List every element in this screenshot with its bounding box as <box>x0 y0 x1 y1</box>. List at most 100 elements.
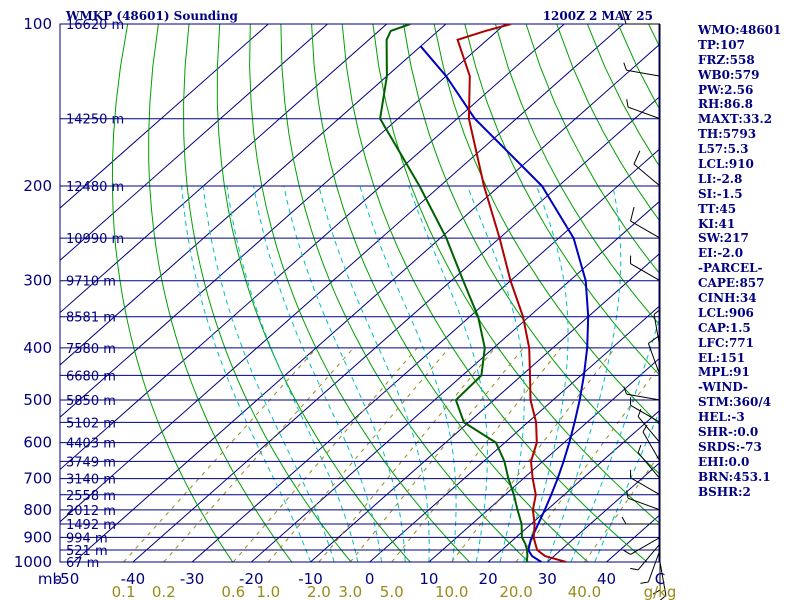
temperature-tick-label: -40 <box>121 570 146 588</box>
temperature-tick-label: 40 <box>597 570 616 588</box>
wind-barb-feather <box>653 308 661 315</box>
height-label: 7580 m <box>66 342 116 357</box>
index-item: CAPE:857 <box>698 276 765 291</box>
mixing-ratio-tick-label: 2.0 <box>307 583 331 600</box>
dry-adiabat-line <box>111 24 234 562</box>
height-label: 6680 m <box>66 369 116 384</box>
wind-barb <box>630 397 661 423</box>
index-item: TP:107 <box>698 37 746 52</box>
pressure-unit-label: mb <box>38 570 62 588</box>
mixing-ratio-tick-label: 1.0 <box>256 583 280 600</box>
index-item: WB0:579 <box>698 67 760 82</box>
wind-barb-staff <box>630 536 661 555</box>
isotherm-line <box>60 24 328 261</box>
wind-barb-feather <box>637 408 642 417</box>
wind-barb-staff <box>642 431 661 462</box>
isotherm-line <box>60 24 624 523</box>
mixing-ratio-line <box>349 347 524 562</box>
mixing-ratio-tick-label: 40.0 <box>568 583 601 600</box>
pressure-label: 1000 <box>14 553 52 571</box>
index-item: LCL:906 <box>698 305 754 320</box>
mixing-ratio-tick-label: 0.2 <box>152 583 176 600</box>
wind-barb-feather <box>623 62 627 71</box>
wind-barb <box>630 469 661 496</box>
dry-adiabat-line <box>148 24 293 562</box>
isotherm-line <box>310 253 659 562</box>
wind-barb <box>630 255 661 282</box>
wind-barb-feather <box>640 581 649 584</box>
mixing-ratio-line <box>515 365 659 562</box>
wind-barb <box>630 206 661 239</box>
height-label: 10990 m <box>66 232 124 247</box>
temperature-tick-label: -50 <box>55 570 80 588</box>
temperature-tick-label: 0 <box>365 570 375 588</box>
wind-barb-staff <box>630 263 661 282</box>
moist-adiabat-line <box>570 318 659 562</box>
index-item: STM:360/4 <box>698 395 772 410</box>
height-label: 5850 m <box>66 394 116 409</box>
mixing-ratio-lines <box>123 347 659 562</box>
height-label: 8581 m <box>66 311 116 326</box>
wind-barb-staff <box>627 106 661 120</box>
isotherm-line <box>132 96 659 562</box>
wind-barb <box>640 549 661 584</box>
wind-barb <box>623 62 661 77</box>
index-item: SI:-1.5 <box>698 186 743 201</box>
mixing-ratio-tick-label: 5.0 <box>380 583 404 600</box>
mixing-ratio-tick-label: 0.6 <box>221 583 245 600</box>
height-label: 994 m <box>66 531 108 546</box>
wind-barb <box>621 9 660 25</box>
wind-barb <box>653 308 661 348</box>
mixing-ratio-line <box>318 347 496 562</box>
wind-barb-staff <box>659 561 667 596</box>
mixing-ratio-line <box>123 347 318 562</box>
height-label: 2558 m <box>66 489 116 504</box>
index-item: TT:45 <box>698 201 737 216</box>
pressure-label: 100 <box>23 15 52 33</box>
height-label: 5102 m <box>66 416 116 431</box>
wind-barb-feather <box>637 444 642 453</box>
isotherm-lines <box>60 24 659 562</box>
wind-barb <box>621 516 660 525</box>
index-item: EHI:0.0 <box>698 454 750 469</box>
wind-barb <box>633 150 661 187</box>
mixing-ratio-tick-label: 10.0 <box>435 583 468 600</box>
wind-barb-feather <box>621 9 627 25</box>
index-item: WMO:48601 <box>698 23 782 37</box>
index-item: SRDS:-73 <box>698 439 762 454</box>
index-item: CINH:34 <box>698 291 757 306</box>
index-item: HEL:-3 <box>698 410 745 425</box>
wind-barb-feather <box>633 150 641 165</box>
wind-barb-staff <box>626 69 661 77</box>
dry-adiabat-line <box>341 24 648 562</box>
isotherm-line <box>191 148 659 562</box>
sounding-time: 1200Z 2 MAY 25 <box>543 9 653 23</box>
isotherm-line <box>250 201 659 562</box>
wind-barb-staff <box>633 163 661 187</box>
index-item: SHR-:0.0 <box>698 425 759 440</box>
height-label: 4403 m <box>66 437 116 452</box>
temperature-tick-label: -30 <box>180 570 205 588</box>
wind-barb-feather <box>623 386 627 395</box>
dry-adiabat-lines <box>111 24 659 562</box>
stability-indices-panel: WMO:48601 TP:107 FRZ:558 WB0:579 PW:2.56 RH:8… <box>698 23 781 500</box>
index-item: MAXT:33.2 <box>698 112 773 127</box>
index-item: -WIND- <box>698 380 748 395</box>
mixing-ratio-tick-label: 20.0 <box>499 583 532 600</box>
index-item: BSHR:2 <box>698 484 751 499</box>
index-item: CAP:1.5 <box>698 320 751 335</box>
wind-barb-feather <box>621 516 627 525</box>
wind-barb-feather <box>630 567 639 571</box>
wind-barb <box>637 444 661 479</box>
mixing-ratio-line <box>391 347 562 562</box>
wind-barb-staff <box>647 549 661 583</box>
index-item: TH:5793 <box>698 127 757 142</box>
isotherm-line <box>60 24 506 418</box>
index-item: BRN:453.1 <box>698 469 771 484</box>
station-title: WMKP (48601) Sounding <box>65 9 238 23</box>
pressure-label: 300 <box>23 272 52 290</box>
isotherm-line <box>60 24 565 471</box>
plot-frame <box>59 23 660 563</box>
wind-barb-feather <box>652 589 661 595</box>
height-label: 2012 m <box>66 504 116 519</box>
